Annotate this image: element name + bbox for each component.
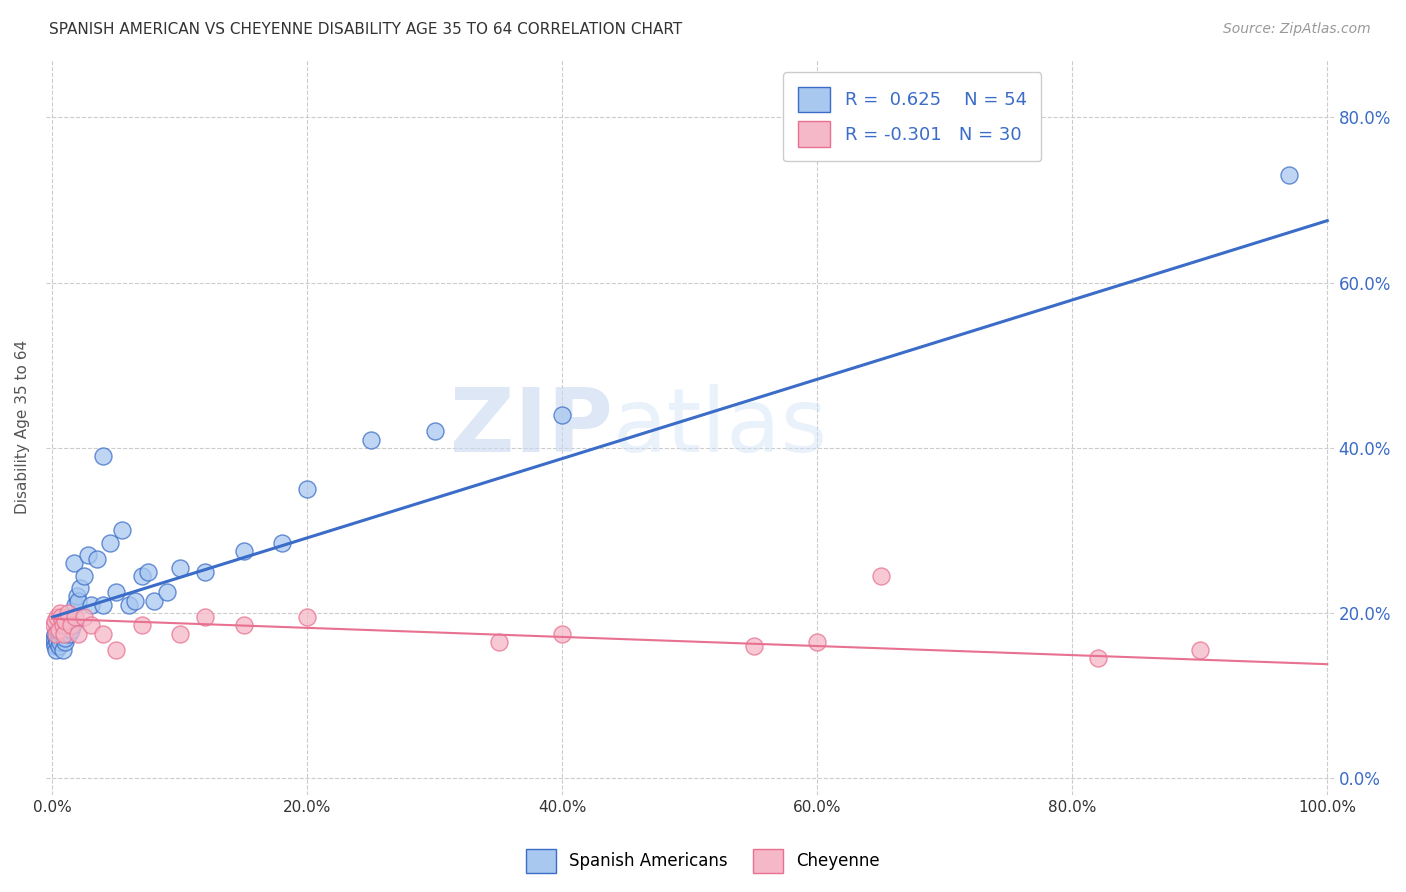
Point	[131, 569, 153, 583]
Point	[806, 635, 828, 649]
Point	[105, 585, 128, 599]
Point	[551, 408, 574, 422]
Point	[56, 606, 79, 620]
Point	[60, 623, 83, 637]
Point	[232, 544, 254, 558]
Point	[65, 598, 87, 612]
Text: Source: ZipAtlas.com: Source: ZipAtlas.com	[1223, 22, 1371, 37]
Point	[42, 631, 65, 645]
Point	[79, 618, 101, 632]
Point	[66, 626, 89, 640]
Point	[51, 626, 73, 640]
Point	[49, 631, 72, 645]
Point	[51, 614, 73, 628]
Point	[46, 635, 69, 649]
Point	[48, 639, 70, 653]
Point	[98, 536, 121, 550]
Point	[742, 639, 765, 653]
Point	[194, 610, 217, 624]
Point	[62, 618, 84, 632]
Point	[297, 482, 319, 496]
Point	[551, 626, 574, 640]
Point	[65, 610, 87, 624]
Point	[49, 635, 72, 649]
Point	[488, 635, 510, 649]
Point	[143, 593, 166, 607]
Point	[45, 626, 67, 640]
Point	[48, 626, 70, 640]
Point	[65, 590, 87, 604]
Point	[360, 433, 382, 447]
Point	[51, 643, 73, 657]
Point	[73, 610, 96, 624]
Point	[63, 557, 86, 571]
Point	[93, 626, 115, 640]
Point	[73, 569, 96, 583]
Point	[52, 626, 75, 640]
Point	[53, 614, 76, 628]
Y-axis label: Disability Age 35 to 64: Disability Age 35 to 64	[15, 340, 30, 514]
Point	[51, 618, 73, 632]
Point	[124, 593, 146, 607]
Point	[136, 565, 159, 579]
Point	[55, 618, 77, 632]
Point	[131, 618, 153, 632]
Point	[44, 614, 66, 628]
Point	[42, 635, 65, 649]
Point	[59, 614, 82, 628]
Text: atlas: atlas	[613, 384, 828, 471]
Point	[53, 635, 76, 649]
Point	[58, 626, 80, 640]
Point	[46, 623, 69, 637]
Point	[42, 618, 65, 632]
Point	[79, 598, 101, 612]
Point	[118, 598, 141, 612]
Point	[1278, 168, 1301, 182]
Point	[45, 631, 67, 645]
Legend: R =  0.625    N = 54, R = -0.301   N = 30: R = 0.625 N = 54, R = -0.301 N = 30	[783, 72, 1042, 161]
Point	[51, 618, 73, 632]
Point	[60, 618, 83, 632]
Point	[93, 598, 115, 612]
Point	[870, 569, 893, 583]
Point	[51, 610, 73, 624]
Point	[297, 610, 319, 624]
Point	[69, 581, 91, 595]
Point	[48, 623, 70, 637]
Point	[156, 585, 179, 599]
Point	[56, 610, 79, 624]
Point	[270, 536, 292, 550]
Point	[1087, 651, 1109, 665]
Point	[49, 606, 72, 620]
Point	[44, 639, 66, 653]
Text: SPANISH AMERICAN VS CHEYENNE DISABILITY AGE 35 TO 64 CORRELATION CHART: SPANISH AMERICAN VS CHEYENNE DISABILITY …	[49, 22, 682, 37]
Point	[169, 626, 191, 640]
Point	[77, 548, 100, 562]
Point	[53, 631, 76, 645]
Point	[111, 524, 134, 538]
Point	[46, 610, 69, 624]
Point	[44, 626, 66, 640]
Point	[232, 618, 254, 632]
Point	[169, 560, 191, 574]
Point	[93, 449, 115, 463]
Point	[1188, 643, 1211, 657]
Legend: Spanish Americans, Cheyenne: Spanish Americans, Cheyenne	[519, 842, 887, 880]
Point	[194, 565, 217, 579]
Point	[423, 424, 446, 438]
Point	[45, 643, 67, 657]
Text: ZIP: ZIP	[450, 384, 613, 471]
Point	[52, 626, 75, 640]
Point	[66, 593, 89, 607]
Point	[105, 643, 128, 657]
Point	[86, 552, 108, 566]
